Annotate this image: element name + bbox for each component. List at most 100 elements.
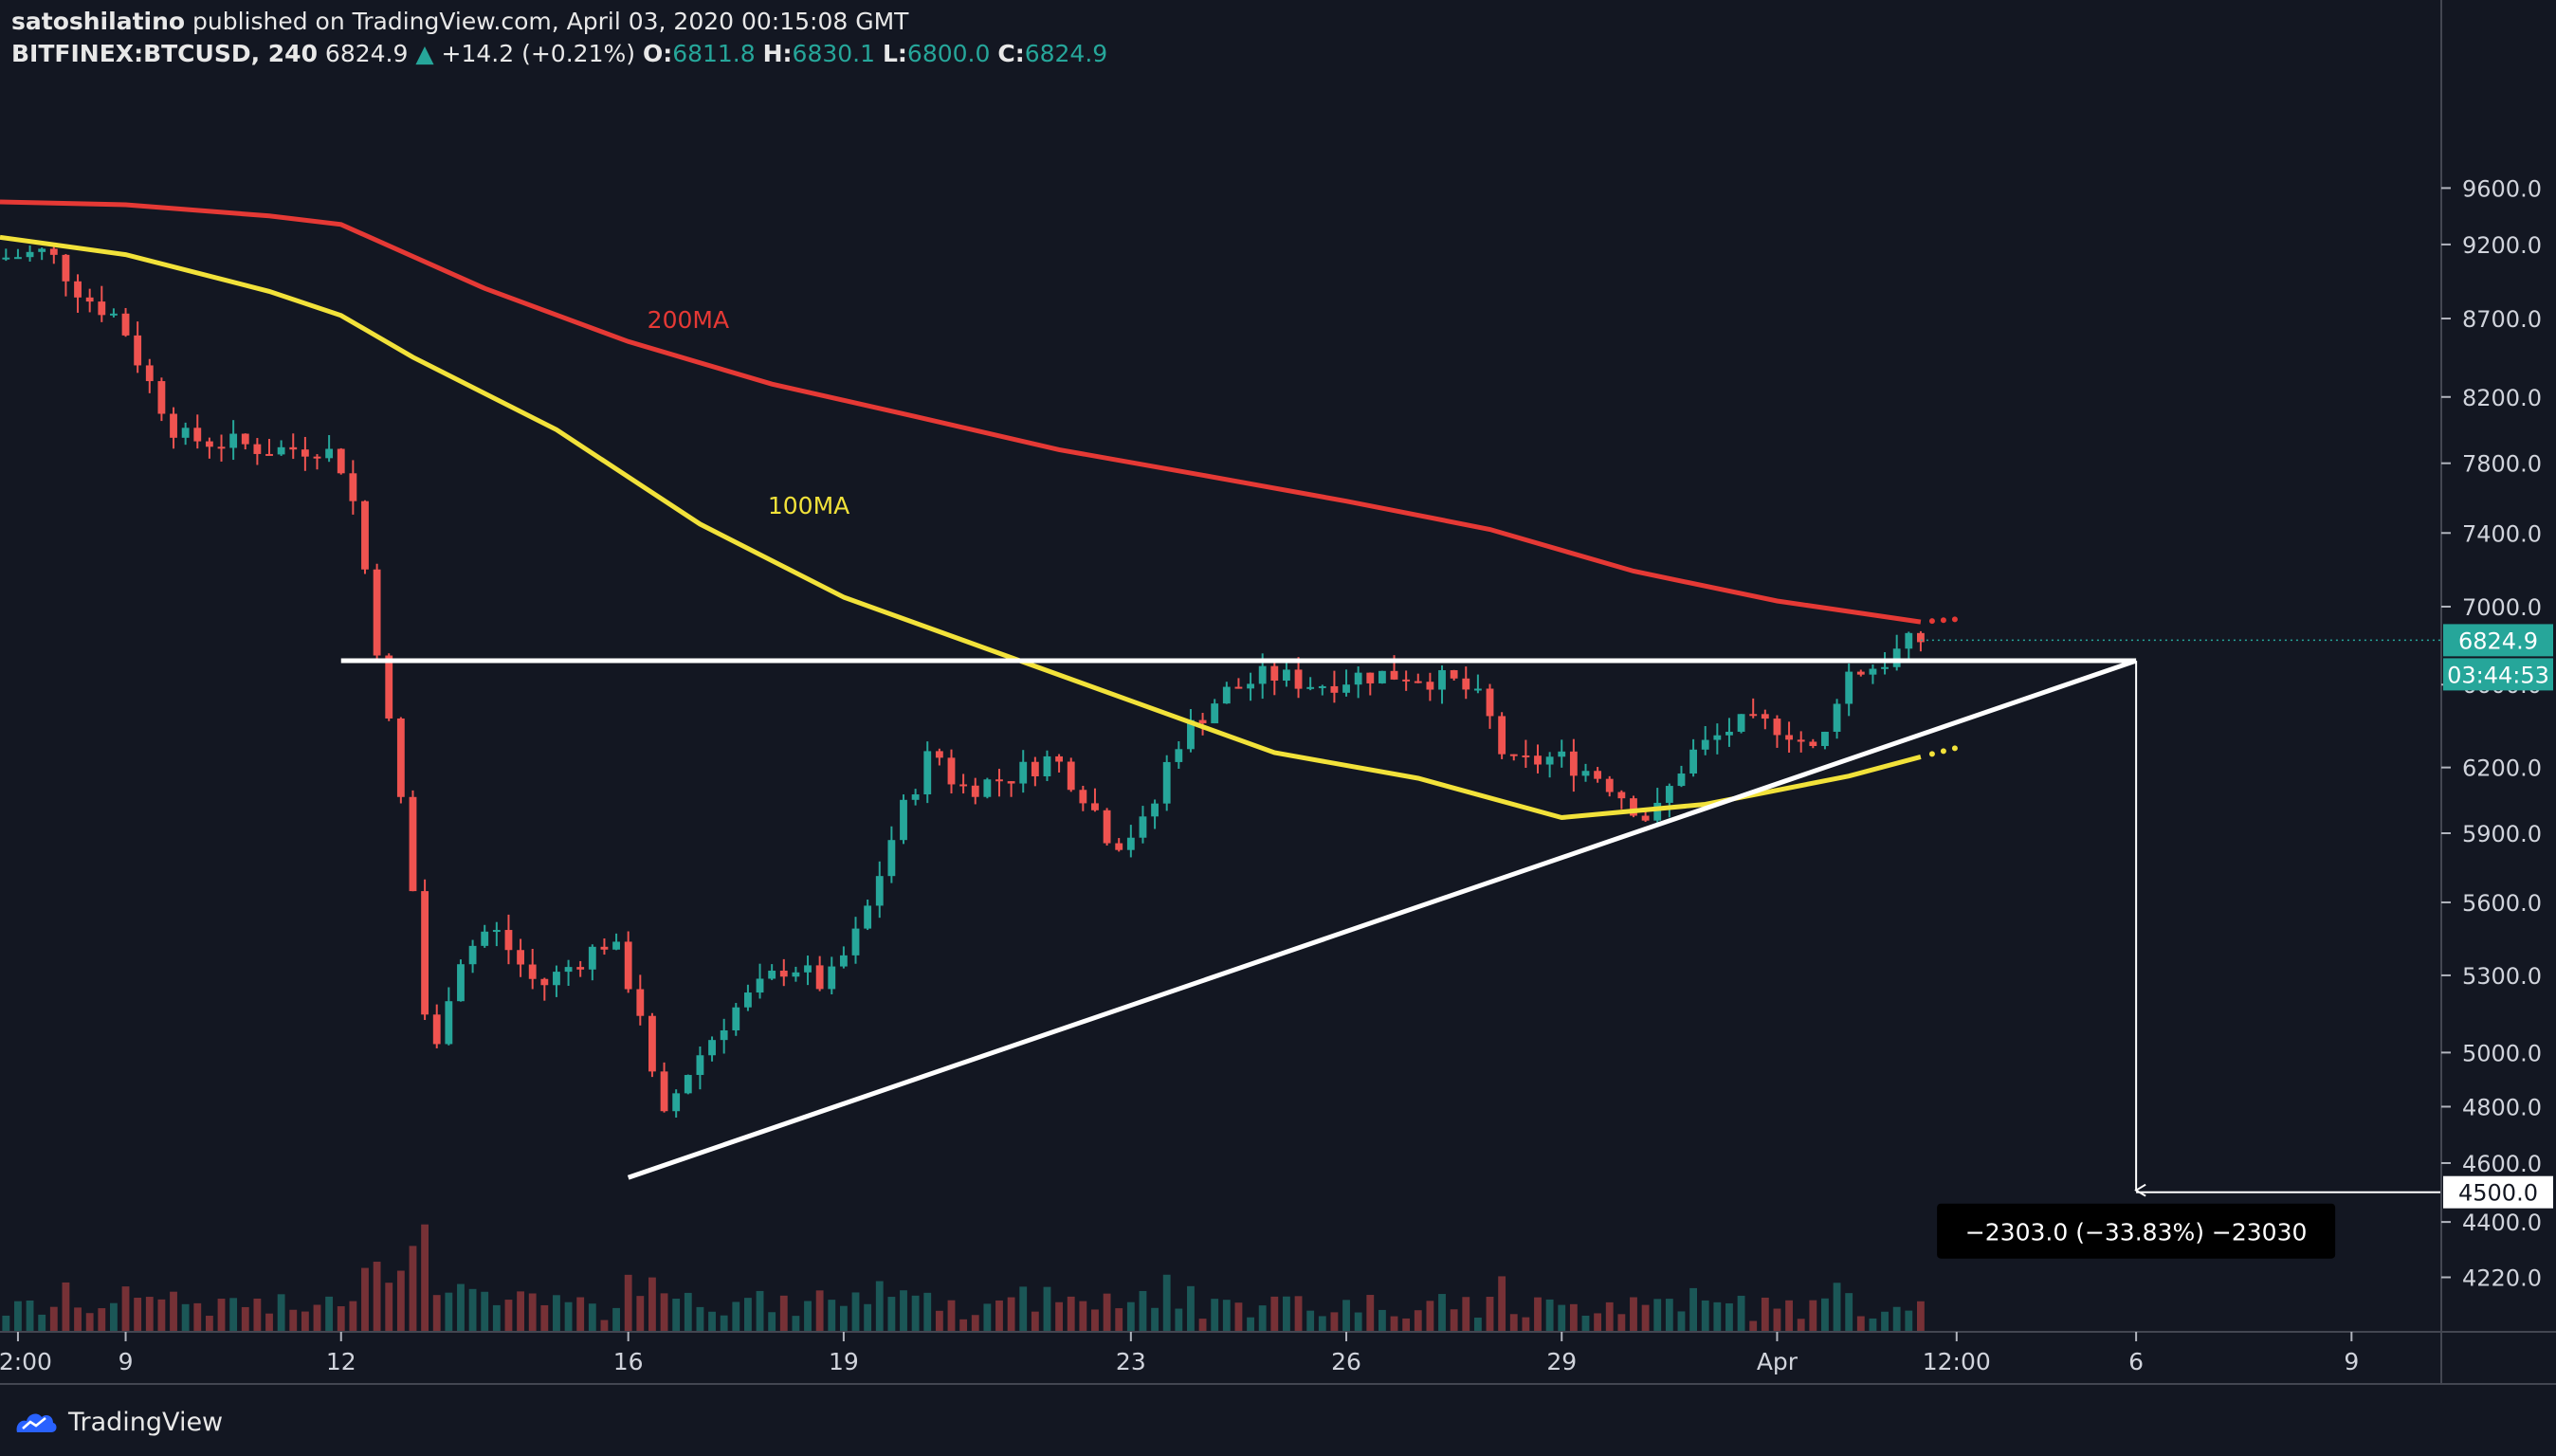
volume-bar (828, 1300, 836, 1332)
y-tick-label[interactable]: 5900.0 (2462, 821, 2542, 847)
price-change: +14.2 (+0.21%) (441, 40, 635, 67)
x-tick-label[interactable]: 23 (1116, 1348, 1146, 1375)
x-tick-label[interactable]: Apr (1757, 1348, 1798, 1375)
target-price-badge (2443, 1175, 2553, 1209)
candle-body (1438, 670, 1446, 690)
volume-bar (121, 1286, 130, 1332)
candle-body (1031, 761, 1039, 776)
candle-body (1222, 686, 1231, 704)
volume-bar (1139, 1290, 1147, 1332)
volume-bar (935, 1310, 943, 1332)
candle-body (636, 989, 645, 1016)
volume-bar (1067, 1296, 1075, 1332)
y-tick-label[interactable]: 5300.0 (2462, 963, 2542, 990)
y-tick-label[interactable]: 9600.0 (2462, 175, 2542, 202)
candle-body (1055, 755, 1064, 762)
candle-body (684, 1075, 692, 1094)
candle-body (1581, 771, 1590, 776)
x-tick-label[interactable]: 16 (613, 1348, 644, 1375)
volume-bar (1366, 1295, 1375, 1332)
tradingview-branding[interactable]: TradingView (13, 1403, 223, 1441)
volume-bar (864, 1303, 872, 1332)
y-tick-label[interactable]: 4600.0 (2462, 1151, 2542, 1177)
candle-body (1366, 672, 1375, 683)
candle-body (1043, 755, 1051, 776)
y-tick-label[interactable]: 4220.0 (2462, 1265, 2542, 1292)
candle-body (1234, 686, 1243, 689)
annotations[interactable]: −2303.0 (−33.83%) −23030 (340, 658, 2441, 1259)
ascending-trendline[interactable] (627, 658, 2137, 1180)
high-value: 6830.1 (792, 40, 876, 67)
author-name[interactable]: satoshilatino (11, 8, 186, 35)
volume-bar (1713, 1301, 1722, 1332)
volume-bar (1509, 1314, 1518, 1332)
y-tick-label[interactable]: 8200.0 (2462, 385, 2542, 411)
candlesticks (2, 245, 1925, 1118)
volume-bar (815, 1290, 824, 1332)
volume-bar (1414, 1310, 1422, 1332)
target-price-badge-text: 4500.0 (2458, 1180, 2538, 1207)
volume-bar (696, 1306, 704, 1332)
candle-body (1198, 719, 1207, 724)
volume-bar (157, 1299, 166, 1332)
y-tick-label[interactable]: 5600.0 (2462, 890, 2542, 917)
y-tick-label[interactable]: 4800.0 (2462, 1094, 2542, 1120)
y-tick-label[interactable]: 6200.0 (2462, 755, 2542, 782)
candle-body (1103, 810, 1111, 844)
candle-body (349, 473, 357, 501)
x-tick-label[interactable]: 12 (326, 1348, 356, 1375)
candle-body (923, 751, 932, 795)
candle-body (432, 1014, 441, 1045)
candle-body (528, 964, 537, 979)
candle-body (1306, 686, 1315, 689)
volume-bar (277, 1294, 285, 1332)
volume-bar (1402, 1318, 1411, 1332)
y-tick-label[interactable]: 8700.0 (2462, 306, 2542, 333)
x-tick-label[interactable]: 9 (119, 1348, 134, 1375)
volume-bar (600, 1320, 609, 1332)
x-tick-label[interactable]: 26 (1331, 1348, 1361, 1375)
candle-body (1354, 672, 1362, 685)
candle-body (1558, 751, 1566, 757)
candle-body (935, 751, 943, 758)
axes[interactable]: 9600.0 9200.0 8700.0 8200.0 7800.0 7400.0 7000… (0, 0, 2556, 1385)
candle-body (1522, 755, 1530, 757)
y-tick-label[interactable]: 4400.0 (2462, 1210, 2542, 1236)
candle-body (157, 381, 166, 414)
candle-body (792, 972, 800, 977)
x-tick-label[interactable]: 12:00 (0, 1348, 52, 1375)
volume-bar (74, 1307, 82, 1332)
volume-bar (1498, 1276, 1506, 1332)
y-tick-label[interactable]: 7400.0 (2462, 520, 2542, 547)
volume-bar (1594, 1313, 1602, 1332)
x-tick-label[interactable]: 9 (2344, 1348, 2359, 1375)
volume-bar (983, 1303, 992, 1332)
volume-bar (1856, 1316, 1865, 1332)
candle-body (1569, 751, 1578, 776)
x-tick-label[interactable]: 6 (2128, 1348, 2144, 1375)
y-tick-label[interactable]: 7800.0 (2462, 451, 2542, 478)
volume-bar (732, 1301, 740, 1332)
y-tick-label[interactable]: 7000.0 (2462, 594, 2542, 621)
volume-bar (576, 1297, 585, 1332)
candle-body (1330, 685, 1339, 693)
candle-body (289, 446, 298, 450)
x-tick-label[interactable]: 29 (1546, 1348, 1577, 1375)
candle-body (1917, 632, 1925, 643)
price-badges: 6824.9 03:44:53 4500.0 (1920, 624, 2553, 1209)
volume-bar (1785, 1300, 1793, 1332)
candle-body (1175, 749, 1183, 762)
candle-body (612, 941, 620, 950)
x-tick-label[interactable]: 12:00 (1923, 1348, 1991, 1375)
candle-body (241, 433, 249, 445)
volume-bar (1031, 1311, 1039, 1332)
y-tick-label[interactable]: 9200.0 (2462, 232, 2542, 259)
y-tick-label[interactable]: 5000.0 (2462, 1040, 2542, 1066)
volume-bar (1115, 1308, 1123, 1332)
x-tick-label[interactable]: 19 (829, 1348, 859, 1375)
volume-bar (1677, 1311, 1686, 1332)
candle-body (564, 967, 573, 973)
candle-body (217, 446, 226, 449)
candle-body (396, 718, 405, 797)
